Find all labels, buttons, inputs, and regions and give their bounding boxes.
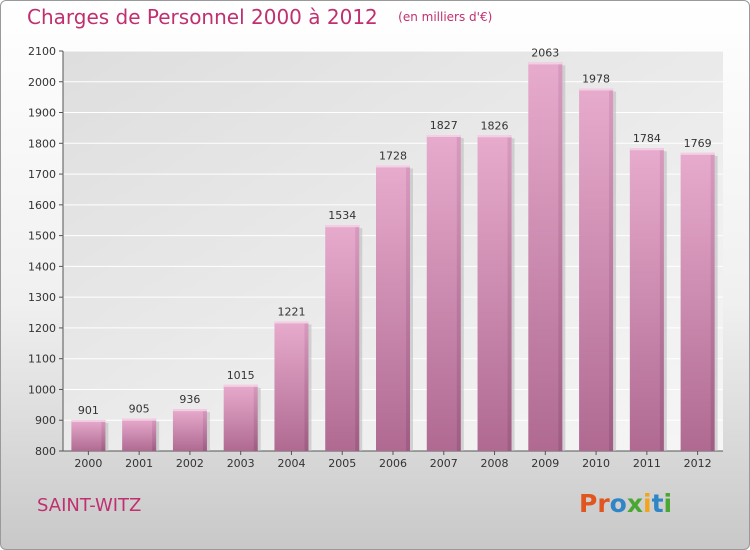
bar-top [71,419,106,422]
bar [629,148,664,451]
bar-top [477,135,512,138]
bar [71,419,106,451]
bar-edge [609,88,614,452]
bar-top [223,384,258,387]
y-tick-label: 1200 [28,322,56,335]
x-tick-label: 2005 [328,457,356,470]
bar [223,384,258,451]
chart-unit: (en milliers d'€) [398,10,493,24]
y-tick-label: 800 [35,445,56,458]
bar-edge [659,148,664,451]
bar-edge [558,62,563,452]
x-tick-label: 2012 [684,457,712,470]
bar [325,225,360,451]
bar-value-label: 1728 [379,149,407,162]
logo-letter: i [663,489,673,518]
x-tick-label: 2006 [379,457,407,470]
y-tick-label: 2100 [28,45,56,58]
bar-value-label: 1015 [227,369,255,382]
bar-value-label: 1534 [328,209,356,222]
y-tick-label: 2000 [28,76,56,89]
logo-letter: r [597,489,610,518]
logo-letter: o [609,489,627,518]
x-tick-label: 2001 [125,457,153,470]
bar-top [629,148,664,151]
x-tick-label: 2004 [277,457,305,470]
chart-title: Charges de Personnel 2000 à 2012 (en mil… [27,5,492,29]
bar-top [325,225,360,228]
logo-letter: x [626,489,643,518]
bar-value-label: 1826 [481,119,509,132]
logo-letter: i [643,489,652,518]
bar-top [122,418,157,421]
bar-edge [304,321,309,451]
x-tick-label: 2008 [481,457,509,470]
bar-edge [202,409,207,451]
y-tick-label: 1100 [28,353,56,366]
y-tick-label: 1000 [28,383,56,396]
y-tick-label: 1900 [28,107,56,120]
y-tick-label: 1400 [28,260,56,273]
y-tick-label: 1800 [28,137,56,150]
bar [579,88,614,452]
bar-value-label: 936 [179,393,200,406]
x-tick-label: 2002 [176,457,204,470]
bar-edge [507,135,512,452]
bar-value-label: 901 [78,404,99,417]
x-tick-label: 2003 [227,457,255,470]
bar [274,321,309,451]
bar-edge [355,225,360,451]
y-tick-label: 1700 [28,168,56,181]
plot-area: 800 900 1000 1100 1200 1300 1400 1500 1600 1700 18… [28,45,723,470]
bar [426,135,461,451]
y-tick-label: 900 [35,414,56,427]
x-tick-label: 2010 [582,457,610,470]
x-tick-label: 2000 [74,457,102,470]
bar-value-label: 2063 [531,46,559,59]
bar-top [680,152,715,155]
y-tick-label: 1600 [28,199,56,212]
logo-letter: t [651,489,664,518]
x-tick-label: 2011 [633,457,661,470]
bar-top [579,88,614,91]
logo-letter: P [579,489,598,518]
proxiti-logo: Proxiti [579,489,672,518]
bar [680,152,715,451]
y-tick-label: 1500 [28,230,56,243]
bar-value-label: 1978 [582,73,610,86]
bar-edge [253,384,258,451]
bar-top [426,135,461,137]
bar-top [274,321,309,324]
bar-value-label: 905 [129,403,150,416]
bar-edge [406,165,410,451]
bar-edge [101,419,106,451]
bar-value-label: 1221 [277,305,305,318]
x-tick-label: 2007 [430,457,458,470]
bar-edge [152,418,157,451]
bar [528,62,563,452]
commune-name: SAINT-WITZ [37,495,142,516]
bar-top [172,409,207,412]
bar-top [376,165,410,168]
bar-edge [456,135,461,451]
bar-value-label: 1827 [430,119,458,132]
y-tick-label: 1300 [28,291,56,304]
bar [172,409,207,451]
bar [477,135,512,452]
bar [376,165,410,451]
bar-value-label: 1769 [684,137,712,150]
bar-edge [710,152,715,451]
chart-title-text: Charges de Personnel 2000 à 2012 [27,5,378,29]
bar-top [528,62,563,65]
bar [122,418,157,451]
bar-value-label: 1784 [633,132,661,145]
x-tick-label: 2009 [531,457,559,470]
